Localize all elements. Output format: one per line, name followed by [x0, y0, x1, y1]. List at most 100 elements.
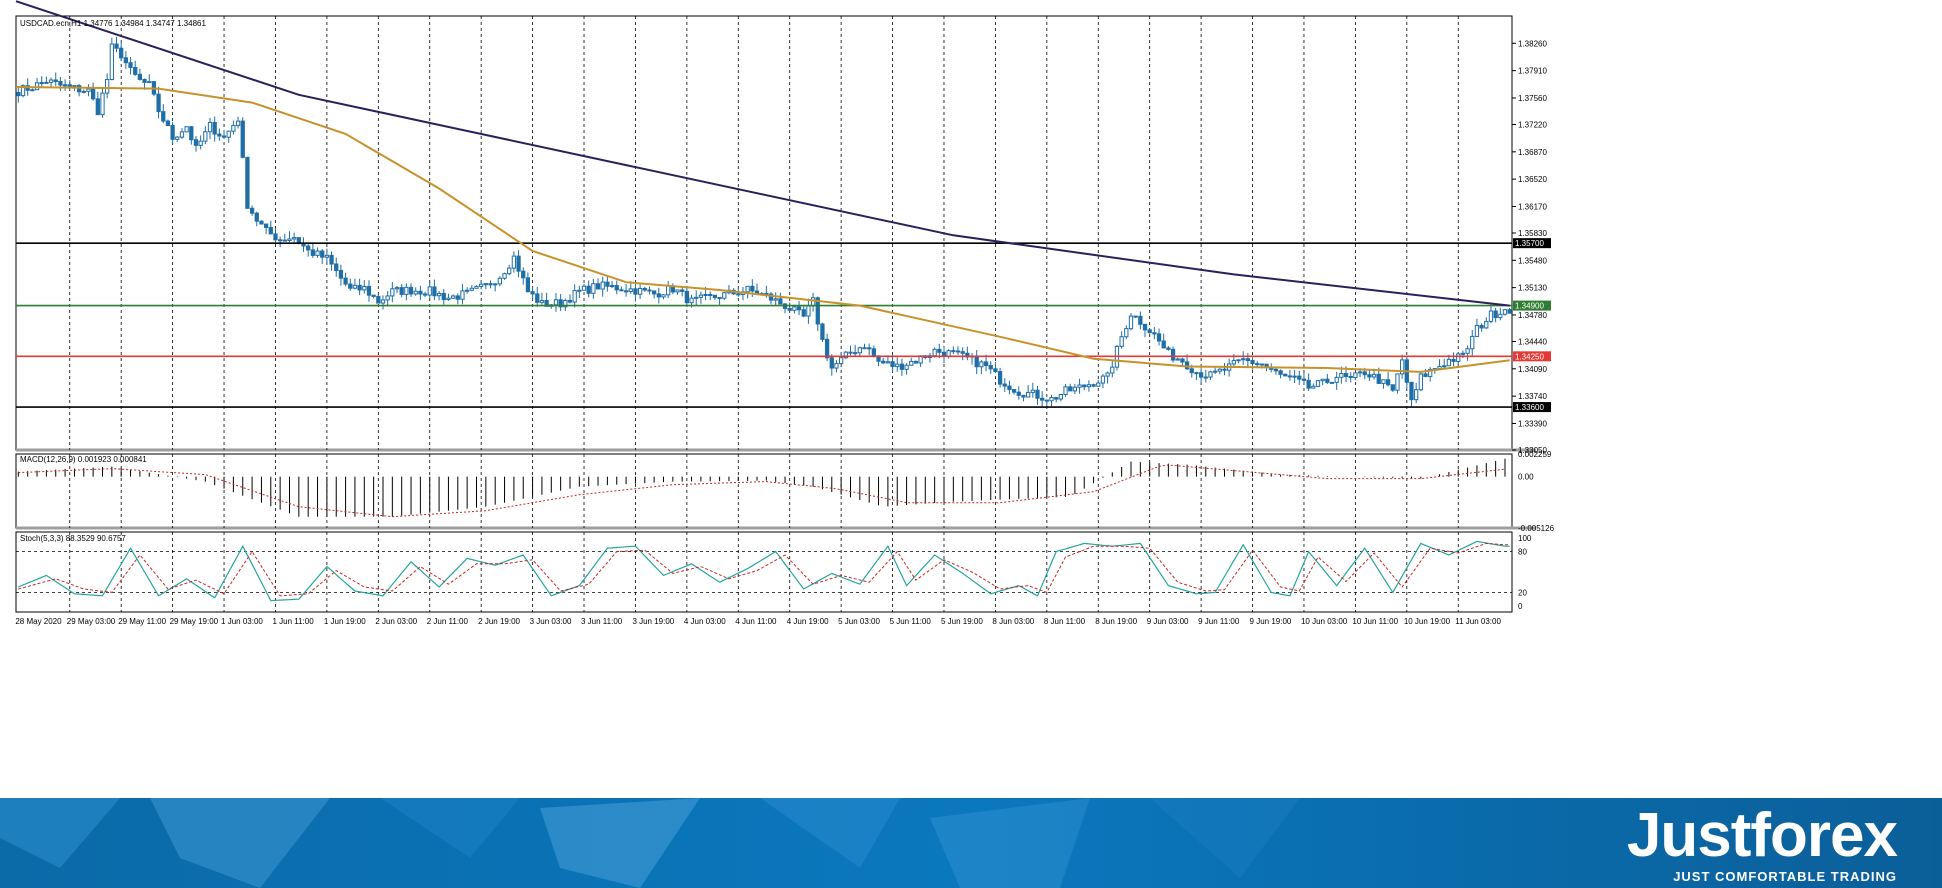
candle-body — [829, 357, 834, 369]
y-tick-label: 1.34440 — [1518, 338, 1547, 347]
candle-body — [133, 66, 138, 75]
candle-body — [951, 350, 956, 353]
x-tick-label: 29 May 03:00 — [67, 617, 116, 626]
candle-body — [1077, 384, 1082, 388]
candle-body — [675, 289, 680, 293]
candle-body — [904, 364, 909, 370]
x-tick-label: 3 Jun 11:00 — [581, 617, 623, 626]
candle-body — [343, 277, 348, 285]
candle-body — [446, 297, 451, 301]
candle-body — [207, 122, 213, 133]
candle-body — [1203, 376, 1208, 379]
candle-body — [1086, 384, 1092, 388]
candle-body — [399, 287, 404, 295]
candle-body — [745, 285, 750, 293]
candle-body — [329, 254, 334, 265]
x-tick-label: 10 Jun 03:00 — [1301, 617, 1348, 626]
stoch-tick-label: 80 — [1518, 548, 1527, 557]
brand-banner — [0, 798, 1942, 888]
candle-body — [72, 85, 77, 88]
candle-body — [698, 294, 704, 298]
candle-body — [1147, 329, 1152, 334]
candle-body — [1072, 386, 1078, 392]
candle-body — [58, 81, 63, 86]
candle-body — [460, 290, 465, 300]
candle-body — [1259, 363, 1265, 366]
candle-body — [1334, 376, 1339, 383]
candle-body — [1367, 374, 1372, 378]
candle-body — [1049, 397, 1054, 402]
candle-body — [848, 351, 853, 354]
candle-body — [81, 90, 86, 93]
candle-body — [1409, 381, 1414, 401]
level-price-tag — [1513, 402, 1551, 413]
candle-body — [694, 296, 699, 299]
level-price-tag — [1513, 300, 1551, 311]
candle-body — [1371, 373, 1377, 378]
stoch-signal-line — [18, 542, 1510, 597]
candle-body — [1222, 368, 1227, 371]
candle-body — [320, 250, 325, 258]
stoch-tick-label: 100 — [1518, 534, 1532, 543]
candle-body — [1100, 375, 1106, 384]
candle-body — [48, 79, 54, 83]
candle-body — [91, 88, 96, 100]
x-tick-label: 4 Jun 11:00 — [735, 617, 777, 626]
candle-body — [881, 360, 886, 364]
x-tick-label: 1 Jun 11:00 — [272, 617, 314, 626]
candle-body — [839, 357, 844, 365]
stoch-pane-title: Stoch(5,3,3) 88.3529 90.6757 — [20, 534, 126, 543]
candle-body — [226, 130, 231, 138]
y-tick-label: 1.35480 — [1518, 256, 1547, 265]
candle-body — [273, 233, 278, 241]
candle-body — [778, 298, 783, 305]
candle-body — [1306, 379, 1311, 389]
candle-body — [352, 284, 358, 289]
candle-body — [427, 286, 432, 296]
candle-body — [362, 285, 367, 291]
candle-body — [1021, 394, 1026, 398]
level-price-tag — [1513, 351, 1551, 362]
candle-body — [217, 133, 222, 137]
candle-body — [1446, 358, 1452, 367]
x-tick-label: 10 Jun 19:00 — [1404, 617, 1451, 626]
candle-body — [189, 126, 194, 141]
candle-body — [1428, 368, 1433, 377]
candle-body — [820, 323, 825, 340]
candle-body — [1063, 386, 1068, 395]
candle-body — [581, 285, 587, 291]
candle-body — [175, 136, 180, 140]
x-tick-label: 5 Jun 19:00 — [941, 617, 983, 626]
candle-body — [1026, 391, 1031, 398]
candle-body — [535, 293, 540, 303]
candle-body — [867, 347, 872, 350]
candle-body — [1423, 373, 1428, 377]
candle-body — [212, 122, 217, 135]
candle-body — [493, 283, 498, 286]
candle-body — [1315, 380, 1321, 387]
candle-body — [1493, 310, 1498, 319]
candle-body — [824, 338, 830, 359]
candle-body — [385, 295, 390, 301]
candle-body — [722, 292, 727, 299]
candle-body — [418, 290, 423, 295]
candle-body — [1217, 368, 1222, 372]
candle-body — [717, 297, 722, 300]
candle-body — [86, 88, 91, 92]
candle-body — [792, 306, 797, 311]
candle-body — [315, 250, 320, 256]
candle-body — [1498, 313, 1503, 319]
candle-body — [1255, 363, 1260, 366]
x-tick-label: 3 Jun 19:00 — [632, 617, 674, 626]
candle-body — [282, 239, 287, 242]
candle-body — [394, 287, 400, 290]
candle-body — [1400, 359, 1405, 375]
candle-body — [628, 288, 633, 293]
candle-body — [1311, 385, 1316, 389]
candle-body — [937, 348, 942, 353]
y-tick-label: 1.35830 — [1518, 229, 1547, 238]
candle-body — [1016, 391, 1021, 396]
candle-body — [988, 365, 993, 370]
x-tick-label: 9 Jun 19:00 — [1250, 617, 1292, 626]
